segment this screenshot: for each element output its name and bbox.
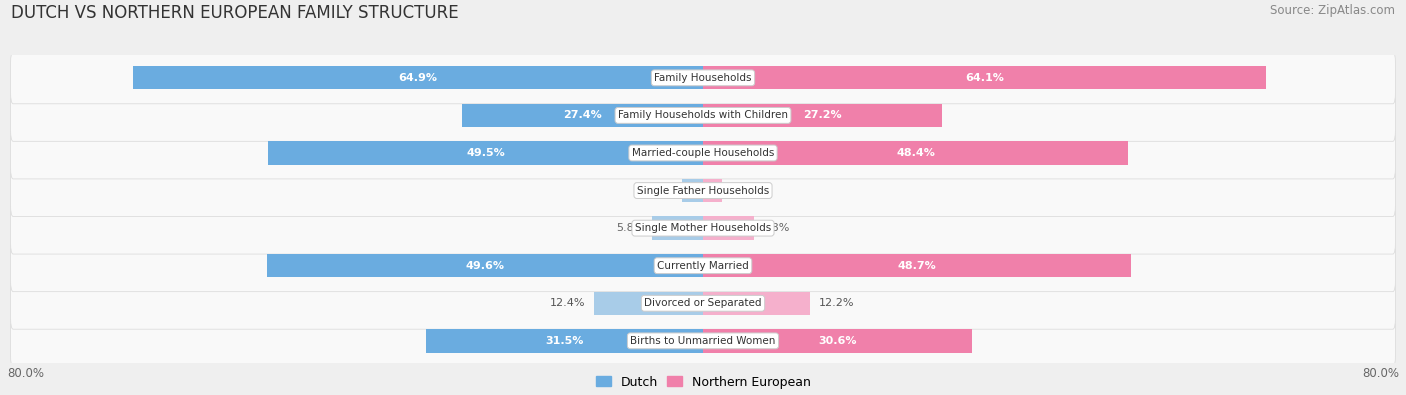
Text: Currently Married: Currently Married [657, 261, 749, 271]
Bar [703, 329, 972, 352]
FancyBboxPatch shape [11, 127, 1395, 179]
Bar [703, 254, 1130, 277]
FancyBboxPatch shape [11, 90, 1395, 141]
Bar [703, 179, 723, 202]
Text: 80.0%: 80.0% [7, 367, 44, 380]
Text: 2.2%: 2.2% [730, 186, 758, 196]
Text: Family Households with Children: Family Households with Children [619, 111, 787, 120]
Text: Divorced or Separated: Divorced or Separated [644, 298, 762, 308]
FancyBboxPatch shape [11, 202, 1395, 254]
Text: Source: ZipAtlas.com: Source: ZipAtlas.com [1270, 4, 1395, 17]
Text: 31.5%: 31.5% [546, 336, 583, 346]
FancyBboxPatch shape [11, 315, 1395, 367]
FancyBboxPatch shape [11, 165, 1395, 216]
Bar [703, 141, 1129, 165]
Text: Single Mother Households: Single Mother Households [636, 223, 770, 233]
Bar [269, 141, 703, 165]
Text: 49.5%: 49.5% [467, 148, 505, 158]
Text: 64.1%: 64.1% [965, 73, 1004, 83]
Bar [652, 216, 703, 240]
Bar [703, 104, 942, 127]
Bar [426, 329, 703, 352]
Bar [682, 179, 703, 202]
Text: 27.4%: 27.4% [564, 111, 602, 120]
Text: Births to Unmarried Women: Births to Unmarried Women [630, 336, 776, 346]
Bar [703, 292, 810, 315]
Text: 49.6%: 49.6% [465, 261, 505, 271]
Text: 80.0%: 80.0% [1362, 367, 1399, 380]
FancyBboxPatch shape [11, 240, 1395, 292]
Text: 64.9%: 64.9% [398, 73, 437, 83]
Bar [593, 292, 703, 315]
FancyBboxPatch shape [11, 52, 1395, 104]
Text: 27.2%: 27.2% [803, 111, 842, 120]
Text: 2.4%: 2.4% [647, 186, 675, 196]
Bar [267, 254, 703, 277]
Text: Single Father Households: Single Father Households [637, 186, 769, 196]
Text: 30.6%: 30.6% [818, 336, 856, 346]
Text: Family Households: Family Households [654, 73, 752, 83]
Text: Married-couple Households: Married-couple Households [631, 148, 775, 158]
Text: 12.2%: 12.2% [818, 298, 855, 308]
Bar [703, 66, 1267, 90]
Bar [132, 66, 703, 90]
Text: 5.8%: 5.8% [761, 223, 789, 233]
Text: 48.4%: 48.4% [896, 148, 935, 158]
Bar [463, 104, 703, 127]
Bar [703, 216, 754, 240]
FancyBboxPatch shape [11, 277, 1395, 329]
Legend: Dutch, Northern European: Dutch, Northern European [596, 376, 810, 389]
Text: 48.7%: 48.7% [897, 261, 936, 271]
Text: 12.4%: 12.4% [550, 298, 585, 308]
Text: DUTCH VS NORTHERN EUROPEAN FAMILY STRUCTURE: DUTCH VS NORTHERN EUROPEAN FAMILY STRUCT… [11, 4, 458, 22]
Text: 5.8%: 5.8% [617, 223, 645, 233]
